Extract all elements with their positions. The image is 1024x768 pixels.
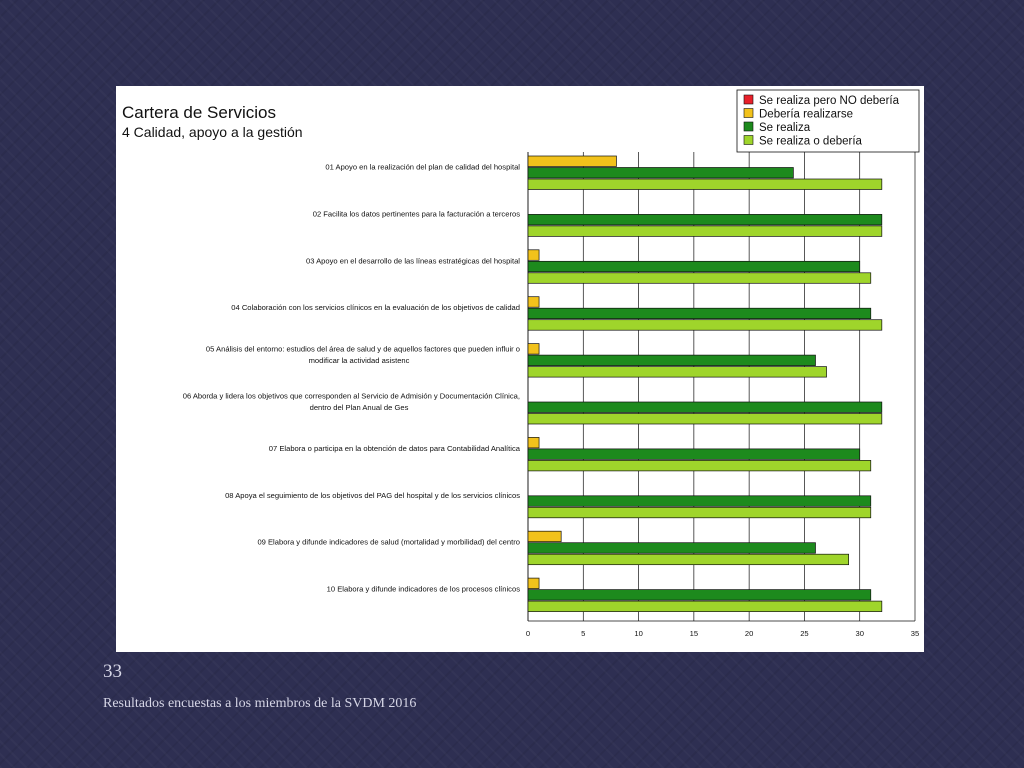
- legend-label: Debería realizarse: [759, 109, 853, 121]
- legend-swatch: [743, 121, 754, 132]
- category-label: modificar la actividad asistenc: [309, 356, 410, 365]
- chart-title: Cartera de Servicios: [122, 103, 276, 122]
- legend-swatch: [743, 94, 754, 105]
- bar: [527, 495, 872, 507]
- x-tick-label: 5: [581, 629, 585, 638]
- bars: [527, 155, 883, 612]
- bar: [527, 260, 861, 273]
- bar: [527, 225, 883, 237]
- x-axis-ticks: 0 5 10 15 20 25 30 35: [526, 629, 919, 638]
- bar: [527, 460, 872, 472]
- legend-swatch: [743, 135, 754, 145]
- x-tick-label: 25: [800, 629, 808, 638]
- category-label: 03 Apoyo en el desarrollo de las líneas …: [306, 256, 520, 265]
- bar: [527, 296, 540, 308]
- bar: [527, 437, 540, 449]
- bar-chart: Cartera de Servicios 4 Calidad, apoyo a …: [122, 89, 920, 638]
- category-label: dentro del Plan Anual de Ges: [310, 403, 409, 412]
- category-label: 05 Análisis del entorno: estudios del ár…: [206, 344, 520, 353]
- bar: [527, 155, 617, 167]
- category-label: 04 Colaboración con los servicios clínic…: [231, 303, 520, 312]
- slide-footer: Resultados encuestas a los miembros de l…: [103, 696, 417, 711]
- bar: [527, 542, 816, 554]
- category-label: 09 Elabora y difunde indicadores de salu…: [257, 538, 520, 547]
- bar: [527, 553, 850, 566]
- category-label: 06 Aborda y lidera los objetivos que cor…: [183, 391, 520, 400]
- bar: [527, 178, 883, 190]
- x-tick-label: 20: [745, 629, 753, 638]
- bar: [527, 354, 816, 366]
- x-tick-label: 35: [911, 629, 919, 638]
- bar: [527, 272, 872, 284]
- bar: [527, 249, 540, 261]
- bar: [527, 600, 883, 612]
- legend-box: [736, 89, 920, 153]
- bar: [527, 167, 794, 179]
- bar: [527, 366, 827, 378]
- category-label: 08 Apoya el seguimiento de los objetivos…: [225, 491, 520, 500]
- bar: [527, 413, 883, 425]
- slide-number: 33: [103, 661, 122, 682]
- legend: Se realiza pero NO debería Debería realiz…: [736, 89, 920, 153]
- category-labels: 01 Apoyo en la realización del plan de c…: [183, 163, 521, 594]
- x-tick-label: 15: [690, 629, 698, 638]
- bar: [527, 448, 861, 460]
- category-label: 01 Apoyo en la realización del plan de c…: [325, 163, 520, 172]
- x-tick-label: 0: [526, 629, 530, 638]
- legend-label: Se realiza o debería: [759, 136, 863, 148]
- bar: [527, 506, 872, 519]
- legend-swatch: [743, 108, 754, 118]
- bar: [527, 401, 883, 413]
- category-label: 07 Elabora o participa en la obtención d…: [269, 444, 521, 453]
- legend-label: Se realiza pero NO debería: [759, 95, 900, 107]
- bar: [527, 319, 883, 331]
- category-label: 02 Facilita los datos pertinentes para l…: [313, 209, 520, 218]
- chart-subtitle: 4 Calidad, apoyo a la gestión: [122, 124, 303, 140]
- x-tick-label: 10: [634, 629, 642, 638]
- bar: [527, 343, 540, 355]
- category-label: 10 Elabora y difunde indicadores de los …: [327, 585, 521, 594]
- bar: [527, 589, 872, 601]
- x-tick-label: 30: [855, 629, 863, 638]
- bar: [527, 530, 562, 543]
- chart-panel: Cartera de Servicios 4 Calidad, apoyo a …: [116, 86, 924, 652]
- bar: [527, 214, 883, 226]
- bar: [527, 307, 872, 320]
- bar: [527, 577, 540, 589]
- legend-label: Se realiza: [759, 122, 811, 134]
